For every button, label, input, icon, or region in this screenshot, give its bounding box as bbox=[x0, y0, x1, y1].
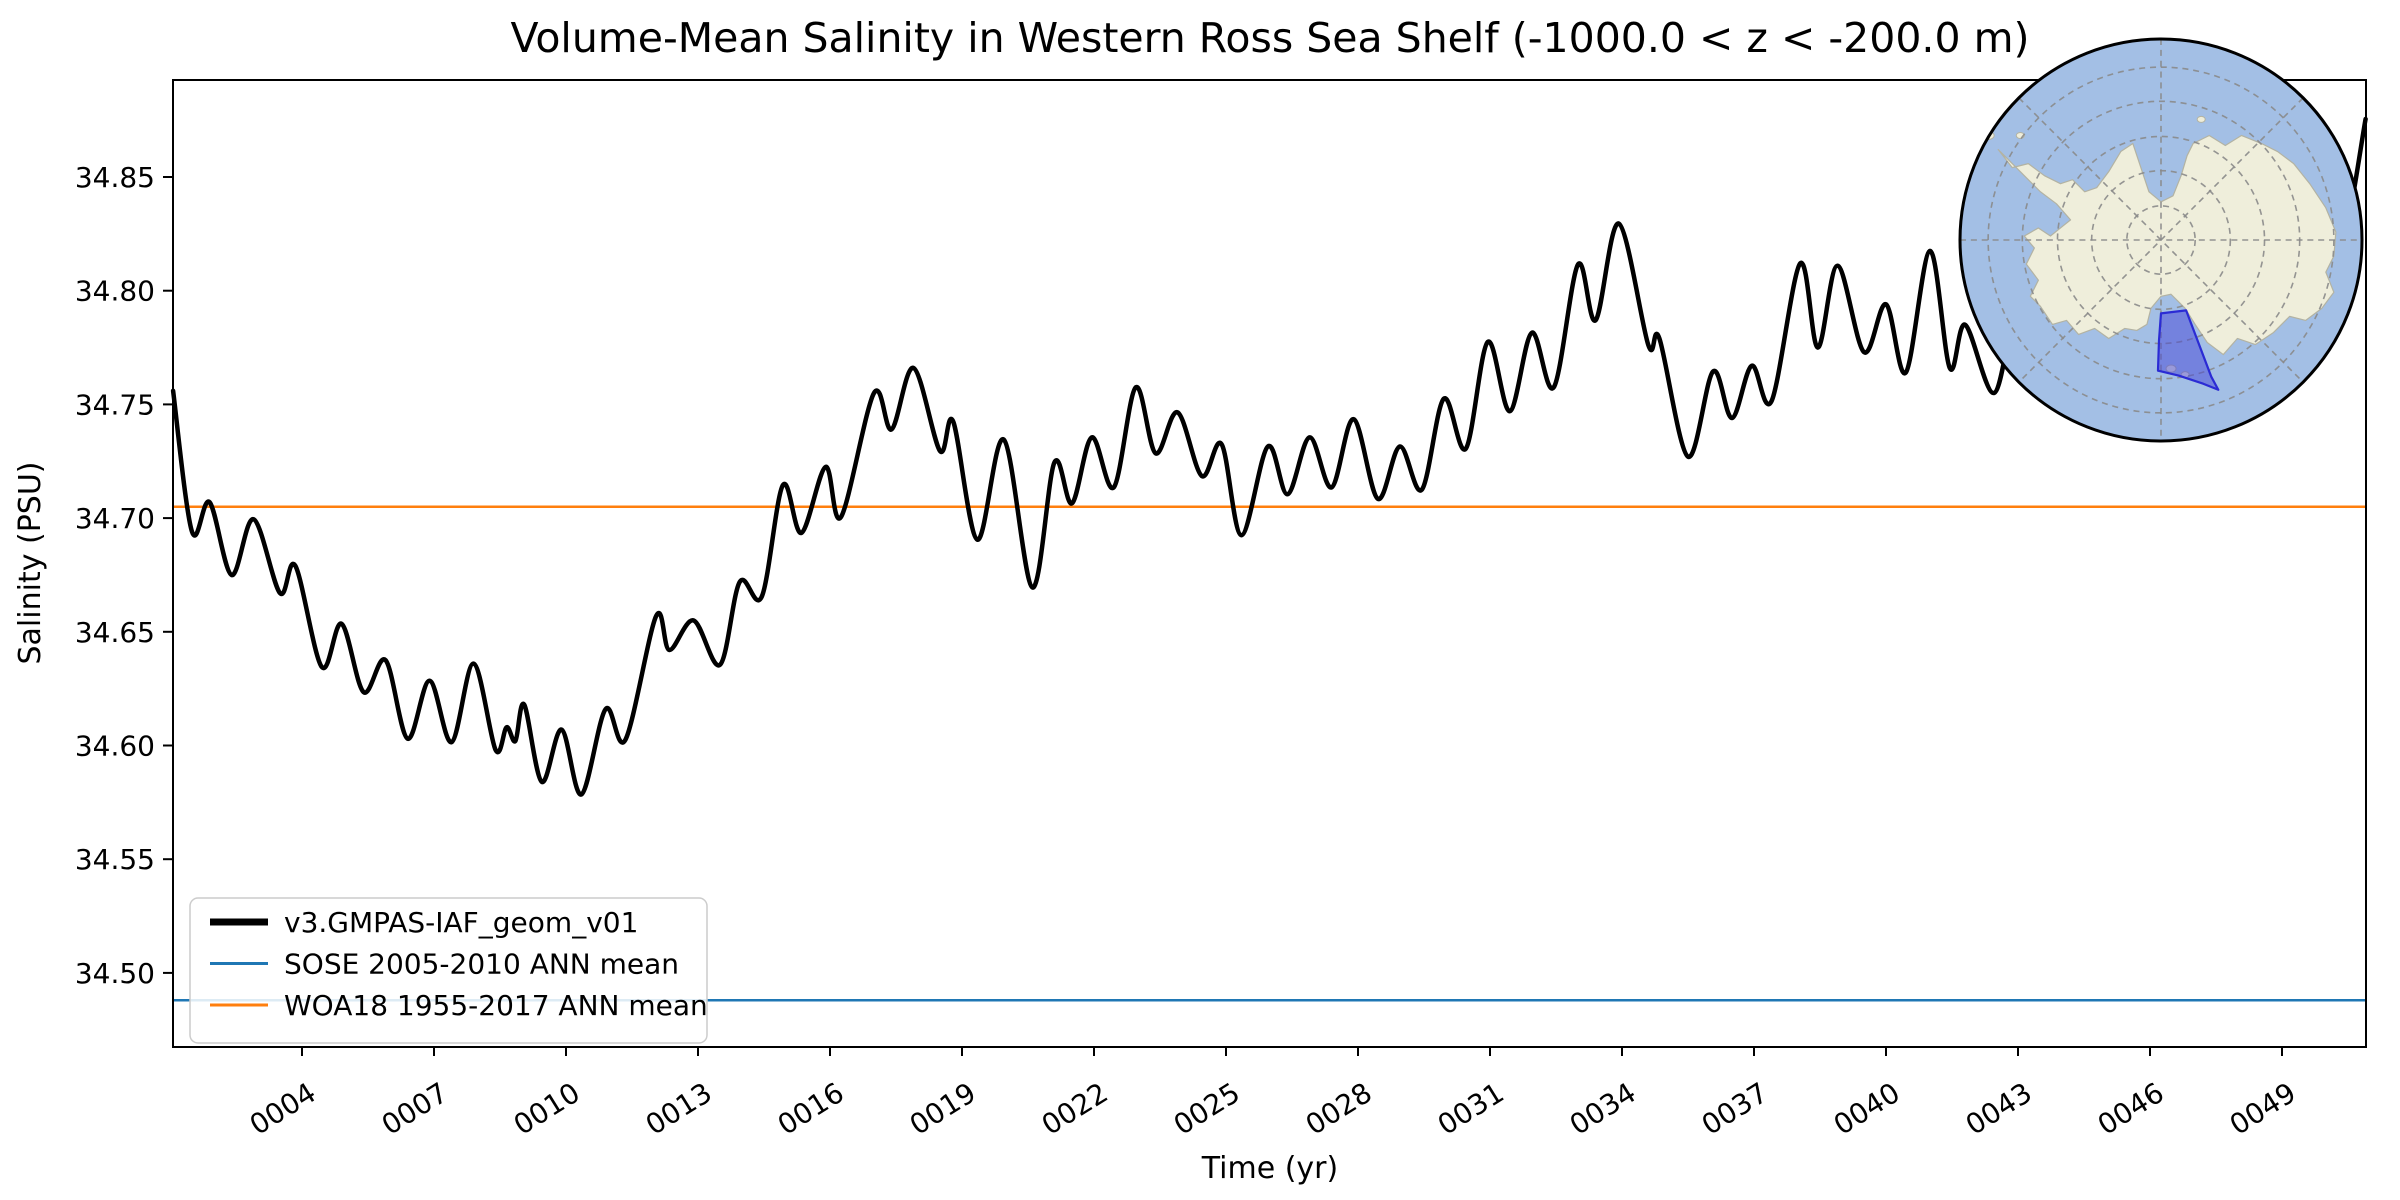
x-axis-label: Time (yr) bbox=[1201, 1151, 1338, 1186]
legend-frame bbox=[189, 897, 708, 1044]
y-tick-label: 34.55 bbox=[75, 843, 155, 876]
chart-title: Volume-Mean Salinity in Western Ross Sea… bbox=[510, 14, 2029, 62]
legend-entry-label: WOA18 1955-2017 ANN mean bbox=[284, 989, 708, 1022]
y-tick-label: 34.75 bbox=[75, 388, 155, 421]
y-tick-label: 34.85 bbox=[75, 161, 155, 194]
map-clipped-content bbox=[1960, 39, 2362, 441]
timeseries-line bbox=[170, 116, 2368, 797]
y-axis-label: Salinity (PSU) bbox=[13, 462, 48, 665]
map-highlight-region-western-ross-sea-shelf bbox=[2156, 309, 2220, 391]
y-tick-label: 34.80 bbox=[75, 275, 155, 308]
y-tick-label: 34.50 bbox=[75, 957, 155, 990]
legend-entry-label: SOSE 2005-2010 ANN mean bbox=[284, 948, 679, 981]
legend-box: v3.GMPAS-IAF_geom_v01 SOSE 2005-2010 ANN … bbox=[189, 897, 708, 1044]
y-tick-label: 34.70 bbox=[75, 502, 155, 535]
legend-entry-label: v3.GMPAS-IAF_geom_v01 bbox=[284, 906, 638, 939]
axes-spines bbox=[172, 79, 2367, 1048]
y-tick-label: 34.60 bbox=[75, 730, 155, 763]
y-tick-label: 34.65 bbox=[75, 616, 155, 649]
inset-map-group bbox=[1958, 37, 2364, 443]
map-graticule-circle bbox=[2126, 205, 2196, 275]
data-series bbox=[170, 116, 2368, 797]
map-outline-circle bbox=[1958, 37, 2364, 443]
map-graticule-meridian bbox=[2018, 97, 2304, 383]
map-island bbox=[2196, 115, 2206, 123]
antarctica-inset-map bbox=[1958, 37, 2364, 443]
